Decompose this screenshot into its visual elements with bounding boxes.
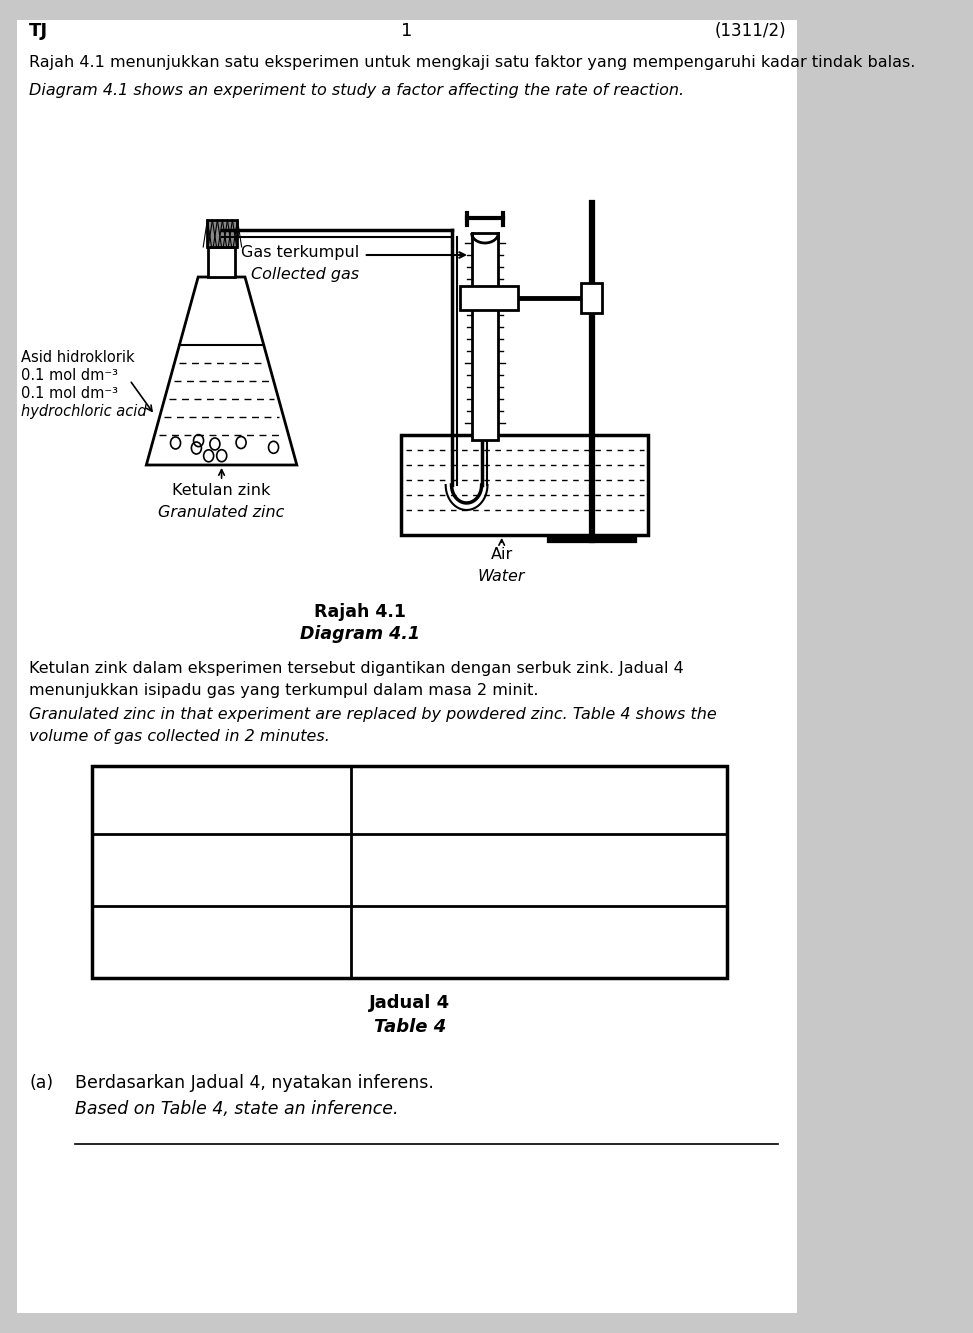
- Bar: [92, 766, 728, 978]
- Text: Substances: Substances: [165, 800, 278, 818]
- Polygon shape: [146, 277, 297, 465]
- Text: Rajah 4.1 menunjukkan satu eksperimen untuk mengkaji satu faktor yang mempengaru: Rajah 4.1 menunjukkan satu eksperimen un…: [29, 55, 916, 71]
- Text: Ketulan zink: Ketulan zink: [171, 842, 272, 860]
- Text: Table 4: Table 4: [374, 1018, 446, 1036]
- Text: 0.1 mol dm⁻³: 0.1 mol dm⁻³: [20, 368, 118, 383]
- Text: 1: 1: [401, 23, 412, 40]
- Text: Serbuk zink: Serbuk zink: [173, 914, 270, 932]
- Text: Berdasarkan Jadual 4, nyatakan inferens.: Berdasarkan Jadual 4, nyatakan inferens.: [75, 1074, 434, 1092]
- Text: Air: Air: [490, 547, 513, 563]
- Text: Ketulan zink dalam eksperimen tersebut digantikan dengan serbuk zink. Jadual 4: Ketulan zink dalam eksperimen tersebut d…: [29, 661, 684, 676]
- Bar: [581, 283, 602, 313]
- Text: Collected gas: Collected gas: [251, 267, 360, 283]
- Bar: [208, 247, 234, 277]
- Text: TJ: TJ: [29, 23, 49, 40]
- Text: Gas terkumpul: Gas terkumpul: [241, 245, 360, 260]
- Bar: [206, 220, 236, 247]
- Text: 0.1 mol dm⁻³: 0.1 mol dm⁻³: [20, 387, 118, 401]
- Text: Diagram 4.1 shows an experiment to study a factor affecting the rate of reaction: Diagram 4.1 shows an experiment to study…: [29, 83, 684, 99]
- Text: 10: 10: [528, 858, 551, 876]
- Text: Granulated zinc in that experiment are replaced by powdered zinc. Table 4 shows : Granulated zinc in that experiment are r…: [29, 706, 717, 722]
- Text: Powdered zinc: Powdered zinc: [162, 936, 282, 954]
- Text: hydrochloric acid: hydrochloric acid: [20, 404, 147, 419]
- Text: (1311/2): (1311/2): [714, 23, 786, 40]
- Bar: [472, 233, 498, 440]
- Text: Ketulan zink: Ketulan zink: [172, 483, 270, 499]
- Text: Bahan: Bahan: [191, 776, 252, 794]
- Text: Asid hidroklorik: Asid hidroklorik: [20, 351, 134, 365]
- Text: Isipadu gas yang terkumpul (cm³): Isipadu gas yang terkumpul (cm³): [386, 774, 692, 789]
- Text: 30: 30: [528, 930, 551, 948]
- Text: Jadual 4: Jadual 4: [369, 994, 450, 1012]
- Text: Diagram 4.1: Diagram 4.1: [300, 625, 419, 643]
- Text: Water: Water: [478, 569, 525, 584]
- Text: Granulated zinc: Granulated zinc: [159, 505, 285, 520]
- Bar: [460, 287, 519, 311]
- Text: Based on Table 4, state an inference.: Based on Table 4, state an inference.: [75, 1100, 399, 1118]
- Text: volume of gas collected in 2 minutes.: volume of gas collected in 2 minutes.: [29, 729, 330, 744]
- Bar: [401, 435, 648, 535]
- Text: Granulated zinc: Granulated zinc: [156, 864, 287, 882]
- Text: (a): (a): [29, 1074, 54, 1092]
- Text: Rajah 4.1: Rajah 4.1: [313, 603, 406, 621]
- Text: Volume of gas collected (cm³): Volume of gas collected (cm³): [405, 796, 673, 810]
- Text: menunjukkan isipadu gas yang terkumpul dalam masa 2 minit.: menunjukkan isipadu gas yang terkumpul d…: [29, 682, 539, 698]
